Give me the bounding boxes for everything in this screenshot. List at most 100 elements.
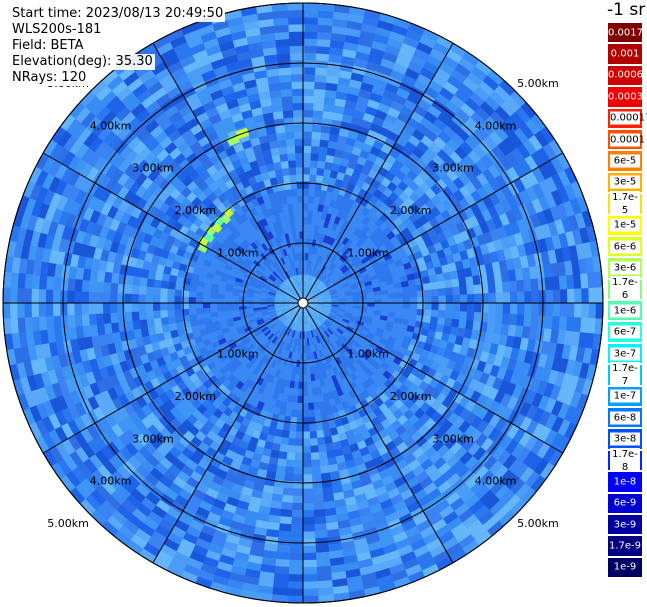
range-bin	[482, 195, 495, 210]
range-bin	[559, 303, 568, 319]
range-bin	[314, 278, 321, 286]
range-bin	[365, 496, 380, 508]
range-bin	[302, 381, 308, 390]
range-bin	[420, 328, 430, 338]
range-bin	[394, 506, 411, 520]
range-bin	[519, 174, 533, 191]
range-bin	[273, 558, 290, 568]
range-bin	[248, 389, 258, 399]
range-bin	[303, 202, 309, 211]
range-bin	[317, 444, 327, 453]
range-bin	[523, 241, 535, 257]
range-bin	[288, 430, 297, 439]
range-bin	[335, 315, 344, 321]
range-bin	[372, 139, 386, 151]
range-bin	[562, 389, 576, 407]
range-bin	[494, 313, 504, 325]
range-bin	[452, 310, 461, 321]
range-bin	[581, 210, 594, 229]
range-bin	[364, 533, 381, 546]
range-bin	[251, 533, 267, 544]
range-bin	[312, 336, 317, 345]
range-bin	[525, 118, 542, 137]
range-bin	[208, 504, 224, 517]
range-bin	[442, 125, 458, 140]
range-bin	[523, 279, 532, 293]
range-bin	[356, 230, 366, 240]
range-bin	[318, 248, 324, 257]
range-bin	[459, 249, 470, 262]
range-bin	[352, 386, 362, 397]
range-bin	[491, 145, 507, 162]
range-bin	[417, 303, 425, 311]
range-bin	[294, 373, 300, 382]
range-bin	[309, 305, 317, 309]
range-bin	[454, 63, 473, 79]
range-bin	[333, 319, 342, 325]
range-bin	[181, 531, 199, 545]
range-bin	[330, 434, 341, 444]
range-bin	[424, 303, 432, 311]
range-bin	[372, 349, 382, 359]
range-bin	[309, 297, 317, 301]
range-bin	[381, 298, 390, 304]
range-bin	[309, 445, 319, 454]
range-bin	[330, 119, 343, 129]
range-bin	[340, 352, 349, 362]
range-bin	[345, 295, 354, 299]
range-bin	[264, 381, 273, 390]
range-bin	[334, 178, 344, 188]
range-bin	[530, 352, 541, 368]
range-bin	[311, 268, 317, 277]
range-bin	[312, 494, 324, 504]
range-bin	[309, 298, 318, 302]
range-bin	[337, 76, 352, 87]
range-bin	[315, 60, 330, 69]
range-bin	[278, 324, 286, 331]
range-bin	[319, 315, 327, 322]
range-bin	[473, 284, 482, 295]
range-bin	[290, 181, 298, 190]
range-bin	[152, 309, 161, 319]
range-bin	[571, 259, 581, 277]
range-bin	[370, 338, 380, 347]
range-bin	[335, 91, 349, 101]
range-bin	[493, 271, 503, 284]
range-bin	[334, 356, 343, 366]
range-bin	[346, 274, 355, 281]
range-bin	[356, 320, 365, 327]
range-bin	[388, 524, 405, 538]
range-bin	[592, 256, 602, 274]
range-bin	[326, 75, 340, 85]
range-bin	[242, 479, 255, 490]
range-bin	[131, 302, 139, 312]
range-bin	[334, 148, 345, 159]
range-bin	[356, 335, 366, 343]
range-bin	[291, 330, 296, 338]
range-bin	[311, 124, 323, 133]
range-bin	[487, 164, 502, 180]
range-bin	[189, 470, 203, 483]
range-bin	[327, 221, 335, 230]
range-bin	[153, 479, 169, 494]
range-bin	[404, 67, 422, 81]
range-bin	[480, 384, 493, 399]
range-bin	[268, 507, 282, 517]
range-bin	[309, 174, 318, 183]
range-bin	[307, 388, 313, 397]
range-bin	[316, 306, 324, 310]
range-bin	[2, 301, 11, 319]
range-bin	[535, 264, 545, 280]
range-bin	[284, 466, 295, 475]
range-bin	[326, 535, 342, 545]
range-bin	[342, 423, 352, 433]
range-bin	[367, 299, 375, 304]
range-bin	[137, 445, 152, 460]
range-bin	[307, 402, 315, 411]
range-bin	[334, 283, 343, 289]
range-bin	[347, 130, 360, 141]
range-bin	[346, 582, 364, 593]
range-bin	[444, 156, 458, 170]
range-bin	[244, 340, 254, 349]
range-bin	[405, 29, 424, 43]
